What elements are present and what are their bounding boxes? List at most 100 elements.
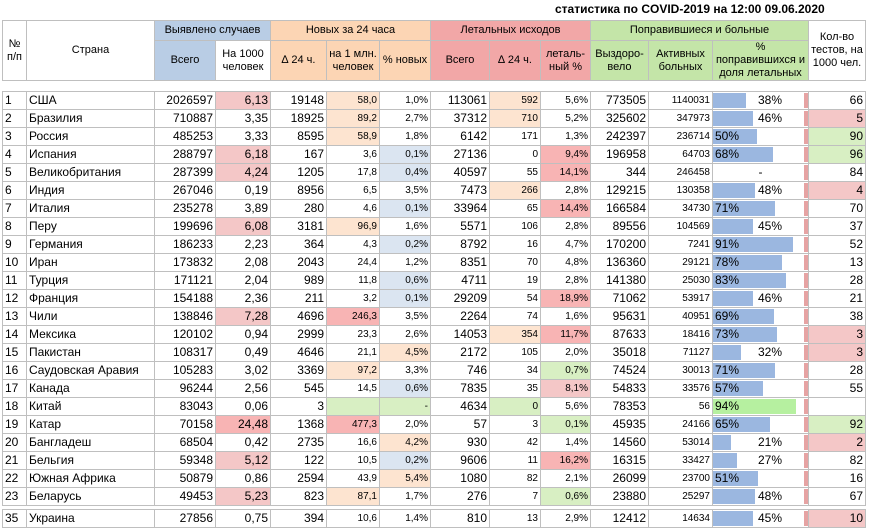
- row-number: 15: [2, 343, 27, 362]
- active-cases: 1140031: [648, 91, 713, 110]
- tests-per1000: 16: [808, 469, 866, 488]
- active-cases: 25297: [648, 487, 713, 506]
- recovered-pct-bar: 65%: [712, 415, 809, 434]
- cases-per1000: 3,33: [215, 127, 271, 146]
- new-per1m: [326, 397, 380, 416]
- country-name: Мексика: [26, 325, 155, 344]
- cases-total: 120102: [154, 325, 216, 344]
- cases-total: 138846: [154, 307, 216, 326]
- recovered-bar-fill: [713, 129, 757, 144]
- deaths-total: 33964: [430, 199, 490, 218]
- new-per1m: 4,3: [326, 235, 380, 254]
- country-name: Турция: [26, 271, 155, 290]
- covid-statistics-table: № п/п Страна Выявлено случаев Новых за 2…: [2, 20, 866, 528]
- deaths-delta: 7: [489, 487, 541, 506]
- deaths-pct: 0,7%: [540, 361, 591, 380]
- lethal-share-marker: [804, 345, 808, 360]
- tests-per1000: 28: [808, 271, 866, 290]
- recovered-total: 26099: [590, 469, 649, 488]
- table-row: 7 Италия 235278 3,89 280 4,6 0,1% 33964 65 14,4% 1…: [2, 199, 866, 218]
- new-cases: 989: [270, 271, 327, 290]
- tests-per1000: 3: [808, 343, 866, 362]
- header-deaths-pct: леталь-ный %: [540, 40, 591, 81]
- new-per1m: 17,8: [326, 163, 380, 182]
- deaths-total: 5571: [430, 217, 490, 236]
- deaths-total: 2172: [430, 343, 490, 362]
- recovered-bar-fill: [713, 111, 754, 126]
- table-row: 6 Индия 267046 0,19 8956 6,5 3,5% 7473 266 2,8% 12…: [2, 181, 866, 200]
- new-cases: 3: [270, 397, 327, 416]
- cases-total: 173832: [154, 253, 216, 272]
- recovered-total: 141380: [590, 271, 649, 290]
- country-name: Канада: [26, 379, 155, 398]
- recovered-total: 95631: [590, 307, 649, 326]
- deaths-pct: 18,9%: [540, 289, 591, 308]
- recovered-pct-label: 57%: [715, 381, 740, 395]
- recovered-total: 16315: [590, 451, 649, 470]
- new-cases: 280: [270, 199, 327, 218]
- header-cases-per1000: На 1000 человек: [215, 40, 271, 81]
- tests-per1000: 37: [808, 217, 866, 236]
- table-row: 22 Южная Африка 50879 0,86 2594 43,9 5,4% 1080 8…: [2, 469, 866, 488]
- recovered-bar-fill: [713, 489, 756, 504]
- recovered-pct-label: 69%: [715, 309, 740, 323]
- deaths-delta: 34: [489, 361, 541, 380]
- country-name: Испания: [26, 145, 155, 164]
- new-cases: 823: [270, 487, 327, 506]
- cases-total: 96244: [154, 379, 216, 398]
- new-pct: 3,5%: [379, 181, 431, 200]
- tests-per1000: 38: [808, 307, 866, 326]
- recovered-total: 78353: [590, 397, 649, 416]
- lethal-share-marker: [804, 363, 808, 378]
- deaths-pct: 2,8%: [540, 217, 591, 236]
- recovered-pct-bar: 83%: [712, 271, 809, 290]
- cases-total: 108317: [154, 343, 216, 362]
- row-number: 16: [2, 361, 27, 380]
- deaths-pct: 5,6%: [540, 397, 591, 416]
- deaths-pct: 14,1%: [540, 163, 591, 182]
- table-row: 20 Бангладеш 68504 0,42 2735 16,6 4,2% 930 42 1,4…: [2, 433, 866, 452]
- table-row: 15 Пакистан 108317 0,49 4646 21,1 4,5% 2172 105 2…: [2, 343, 866, 362]
- table-row: 3 Россия 485253 3,33 8595 58,9 1,8% 6142 171 1,3%…: [2, 127, 866, 146]
- active-cases: 7241: [648, 235, 713, 254]
- table-row: 4 Испания 288797 6,18 167 3,6 0,1% 27136 0 9,4% 19…: [2, 145, 866, 164]
- cases-total: 287399: [154, 163, 216, 182]
- header-recovered-total: Выздоро-вело: [590, 40, 649, 81]
- row-number: 13: [2, 307, 27, 326]
- new-per1m: 43,9: [326, 469, 380, 488]
- recovered-pct-label: 78%: [715, 255, 740, 269]
- cases-total: 154188: [154, 289, 216, 308]
- header-recovered: Поправившиеся и больные: [590, 20, 809, 41]
- new-cases: 2735: [270, 433, 327, 452]
- country-name: США: [26, 91, 155, 110]
- deaths-total: 810: [430, 509, 490, 528]
- table-row: 1 США 2026597 6,13 19148 58,0 1,0% 113061 592 5,6…: [2, 91, 866, 110]
- active-cases: 130358: [648, 181, 713, 200]
- recovered-total: 344: [590, 163, 649, 182]
- cases-per1000: 0,86: [215, 469, 271, 488]
- recovered-bar-fill: [713, 327, 778, 342]
- new-cases: 167: [270, 145, 327, 164]
- header-num: № п/п: [2, 20, 27, 81]
- header-cases: Выявлено случаев: [154, 20, 271, 41]
- header-country: Страна: [26, 20, 155, 81]
- table-title: статистика по COVID-2019 на 12:00 09.06.…: [555, 2, 825, 16]
- tests-per1000: 55: [808, 379, 866, 398]
- row-number: 11: [2, 271, 27, 290]
- cases-per1000: 7,28: [215, 307, 271, 326]
- new-cases: 211: [270, 289, 327, 308]
- new-per1m: 10,5: [326, 451, 380, 470]
- cases-total: 186233: [154, 235, 216, 254]
- deaths-pct: 2,8%: [540, 181, 591, 200]
- header-deaths-delta: ∆ 24 ч.: [489, 40, 541, 81]
- deaths-delta: 0: [489, 145, 541, 164]
- tests-per1000: 66: [808, 91, 866, 110]
- header-tests: Кол-во тестов, на 1000 чел.: [808, 20, 866, 81]
- deaths-delta: 19: [489, 271, 541, 290]
- deaths-total: 40597: [430, 163, 490, 182]
- cases-total: 267046: [154, 181, 216, 200]
- recovered-pct-bar: 45%: [712, 509, 809, 528]
- recovered-total: 45935: [590, 415, 649, 434]
- cases-per1000: 2,23: [215, 235, 271, 254]
- table-row: 13 Чили 138846 7,28 4696 246,3 3,5% 2264 74 1,6% 9…: [2, 307, 866, 326]
